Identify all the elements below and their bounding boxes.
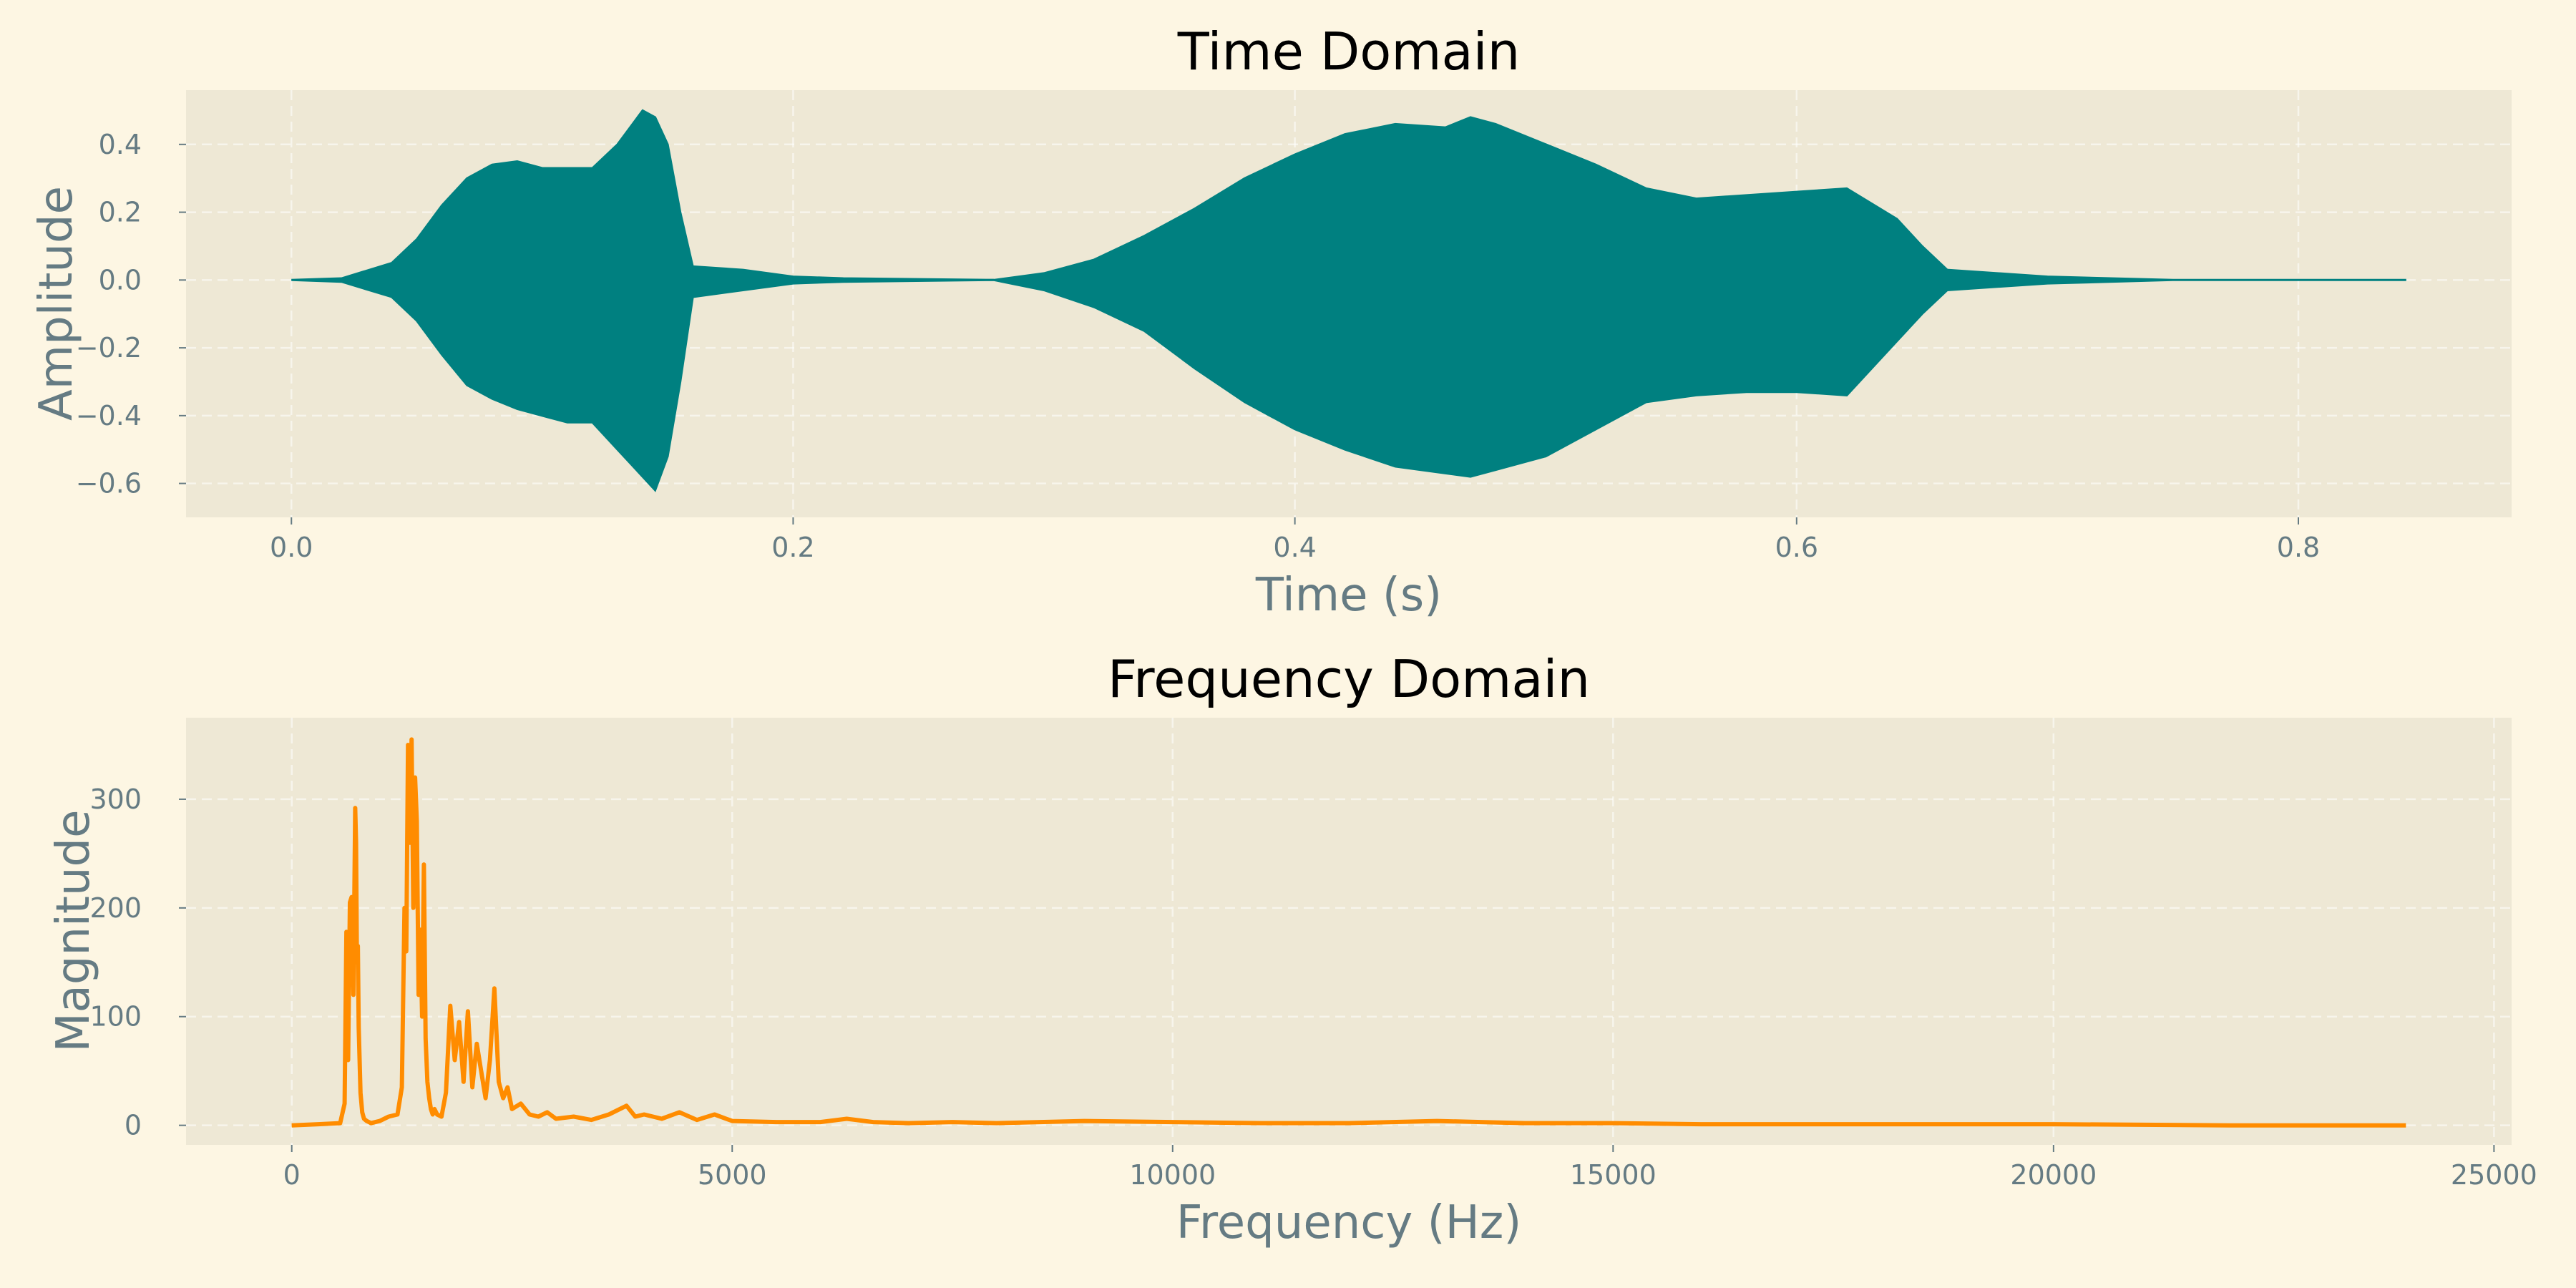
x-tick-label: 25000	[2451, 1159, 2537, 1191]
frequency-domain-xlabel: Frequency (Hz)	[1176, 1196, 1522, 1249]
frequency-domain-spectrum	[291, 737, 2406, 1128]
frequency-domain-plot-area	[186, 718, 2512, 1145]
time-domain-xlabel: Time (s)	[1255, 569, 1442, 622]
x-tick-label: 5000	[698, 1159, 767, 1191]
x-tick-label: 20000	[2010, 1159, 2097, 1191]
frequency-domain-panel: 0 5000 10000 15000 20000 25000 0 100 200 300 Fre…	[47, 649, 2537, 1249]
x-tick-label: 0.2	[771, 532, 814, 563]
y-tick-label: 0	[125, 1110, 142, 1141]
x-tick-label: 15000	[1570, 1159, 1657, 1191]
x-tick-label: 0.8	[2277, 532, 2320, 563]
frequency-domain-x-ticks: 0 5000 10000 15000 20000 25000	[283, 1145, 2537, 1191]
frequency-domain-title: Frequency Domain	[1108, 649, 1590, 709]
x-tick-label: 0.6	[1775, 532, 1818, 563]
y-tick-label: −0.2	[76, 332, 142, 364]
frequency-domain-ylabel: Magnitude	[47, 809, 100, 1052]
y-tick-label: 0.4	[99, 129, 142, 160]
y-tick-label: 200	[89, 892, 142, 924]
time-domain-waveform	[291, 109, 2406, 492]
x-tick-label: 0.4	[1273, 532, 1316, 563]
time-domain-panel: 0.0 0.2 0.4 0.6 0.8 −0.6 −0.4 −0.2 0.0 0.2 0.4 Ti…	[30, 21, 2512, 622]
y-tick-label: 100	[89, 1001, 142, 1033]
time-domain-title: Time Domain	[1177, 21, 1520, 82]
x-tick-label: 10000	[1129, 1159, 1216, 1191]
y-tick-label: 0.2	[99, 197, 142, 228]
time-domain-x-ticks: 0.0 0.2 0.4 0.6 0.8	[270, 517, 2320, 563]
x-tick-label: 0.0	[270, 532, 313, 563]
frequency-domain-y-ticks: 0 100 200 300	[89, 784, 186, 1141]
y-tick-label: 0.0	[99, 264, 142, 296]
y-tick-label: 300	[89, 784, 142, 815]
y-tick-label: −0.6	[76, 468, 142, 499]
time-domain-y-ticks: −0.6 −0.4 −0.2 0.0 0.2 0.4	[76, 129, 186, 499]
y-tick-label: −0.4	[76, 400, 142, 431]
x-tick-label: 0	[283, 1159, 301, 1191]
time-domain-ylabel: Amplitude	[30, 186, 83, 421]
